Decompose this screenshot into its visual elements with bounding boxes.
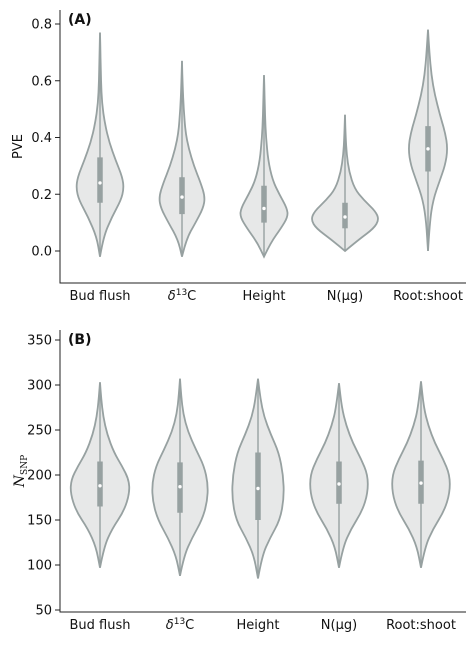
y-tick-label: 100 — [27, 559, 52, 574]
y-tick-label: 50 — [35, 604, 52, 619]
violin-median — [426, 147, 430, 151]
x-category-label: δ13C — [166, 617, 195, 633]
violin-median — [343, 215, 347, 219]
x-category-label: N(μg) — [321, 618, 357, 633]
x-category-label: Bud flush — [70, 618, 131, 633]
x-category-label: Height — [243, 289, 286, 304]
panel-tag: (B) — [68, 332, 91, 348]
x-category-label: δ13C — [168, 288, 197, 304]
x-category-label: Root:shoot — [393, 289, 463, 304]
violin-median — [419, 481, 423, 485]
violin-5 — [391, 381, 451, 568]
y-tick-label: 0.6 — [31, 74, 52, 89]
violin-median — [98, 181, 102, 185]
violin-4 — [311, 114, 379, 253]
y-tick-label: 200 — [27, 469, 52, 484]
y-tick-label: 350 — [27, 334, 52, 349]
x-category-label: N(μg) — [327, 289, 363, 304]
violin-3 — [239, 75, 289, 259]
violin-4 — [309, 383, 369, 568]
y-tick-label: 0.4 — [31, 131, 52, 146]
y-tick-label: 150 — [27, 514, 52, 529]
y-tick-label: 300 — [27, 379, 52, 394]
y-tick-label: 0.8 — [31, 18, 52, 33]
violin-median — [178, 485, 182, 489]
y-tick-label: 0.2 — [31, 188, 52, 203]
violin-median — [256, 486, 260, 491]
y-axis-label: PVE — [11, 134, 26, 159]
axis-spines — [59, 10, 466, 284]
violin-3 — [231, 378, 285, 579]
x-category-label: Root:shoot — [386, 618, 456, 633]
y-tick-label: 250 — [27, 424, 52, 439]
y-tick-label: 0.0 — [31, 245, 52, 260]
panel-tag: (A) — [68, 12, 92, 28]
violin-2 — [151, 378, 209, 576]
axis-spines — [59, 330, 466, 613]
x-category-label: Bud flush — [70, 289, 131, 304]
y-axis-label: NSNP — [12, 455, 30, 488]
x-category-label: Height — [237, 618, 280, 633]
violin-median — [337, 482, 341, 486]
violin-median — [98, 484, 102, 488]
violin-5 — [408, 29, 448, 252]
violin-2 — [158, 60, 206, 257]
violin-1 — [75, 32, 125, 257]
violin-median — [180, 195, 184, 199]
violin-1 — [69, 382, 131, 568]
panel-a: (A) 0.0 0.2 0.4 0.6 0.8 PVE Bud flush δ13C Height… — [11, 10, 466, 304]
violin-median — [262, 206, 266, 211]
panel-b: (B) 50 100 150 200 250 300 350 NSNP Bud flush δ13C… — [12, 330, 466, 633]
